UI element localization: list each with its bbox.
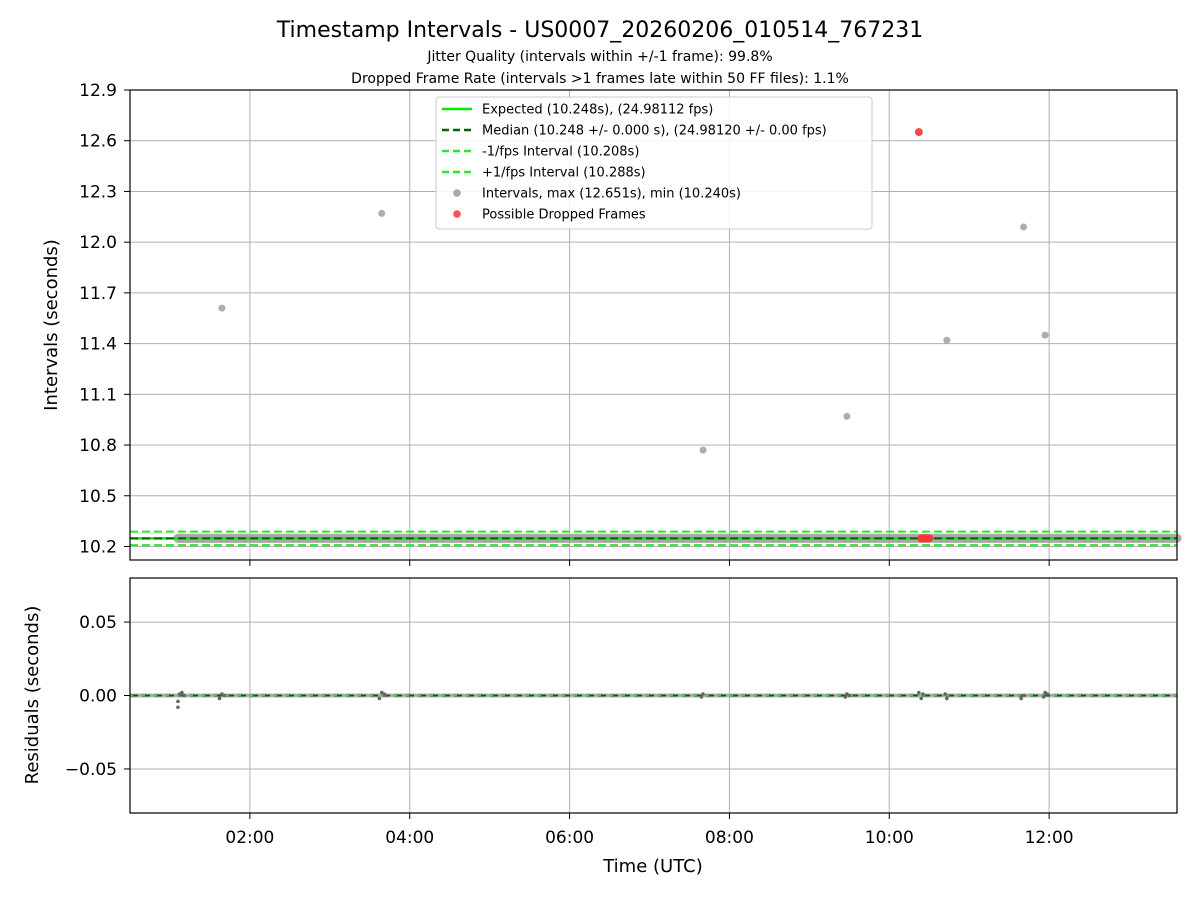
interval-point: [1020, 223, 1028, 231]
legend-entry-label: Intervals, max (12.651s), min (10.240s): [482, 187, 741, 202]
residuals-panel: −0.05 0.00 0.05 02:00 04:00 06:00 08:00 10:00 12…: [65, 577, 1178, 848]
interval-point: [943, 336, 951, 344]
residual-point: [945, 696, 949, 701]
residual-point: [377, 696, 382, 701]
top-y-axis-label: Intervals (seconds): [41, 239, 62, 411]
top-ytick-label: 11.1: [79, 385, 117, 405]
legend-entry-label: Possible Dropped Frames: [482, 208, 646, 223]
top-ytick-label: 10.5: [79, 487, 117, 507]
legend-box: [435, 96, 873, 230]
chart-subtitle-jitter: Jitter Quality (intervals within +/-1 fr…: [426, 49, 772, 65]
x-tick-label: 04:00: [385, 828, 434, 848]
bottom-ytick-label: 0.05: [79, 613, 117, 633]
chart-title: Timestamp Intervals - US0007_20260206_01…: [276, 18, 923, 43]
residual-point: [182, 693, 187, 698]
top-ytick-label: 12.9: [79, 81, 117, 101]
residual-point: [217, 696, 222, 701]
dropped-frame-point: [914, 128, 923, 137]
bottom-plot-frame: [129, 577, 1178, 814]
legend-entry-label: +1/fps Interval (10.288s): [482, 166, 646, 181]
top-ytick-label: 12.3: [79, 182, 117, 202]
bottom-y-axis-label: Residuals (seconds): [22, 606, 43, 785]
interval-point: [1041, 331, 1049, 339]
top-plot-frame: [129, 89, 1178, 561]
interval-point: [218, 304, 226, 312]
residual-point: [383, 693, 388, 698]
intervals-panel: 10.2 10.5 10.8 11.1 11.4 11.7 12.0 12.3 12.6 12.9: [79, 81, 1182, 566]
legend-entry-label: Expected (10.248s), (24.98112 fps): [482, 103, 713, 118]
top-ytick-label: 10.8: [79, 436, 117, 456]
residual-point: [847, 693, 852, 698]
top-ytick-label: 12.6: [79, 132, 117, 152]
x-tick-label: 10:00: [865, 828, 914, 848]
residual-point: [921, 692, 925, 696]
x-tick-label: 12:00: [1025, 828, 1074, 848]
bottom-ytick-label: −0.05: [65, 760, 117, 780]
residual-point: [699, 695, 704, 699]
legend: Expected (10.248s), (24.98112 fps) Median…: [435, 96, 873, 230]
x-tick-label: 02:00: [225, 828, 274, 848]
residual-point: [176, 699, 180, 704]
x-tick-label: 08:00: [705, 828, 754, 848]
residual-point: [701, 692, 705, 696]
residual-point: [180, 690, 184, 695]
bottom-ytick-label: 0.00: [79, 687, 117, 707]
residual-point: [1019, 696, 1023, 701]
interval-point: [699, 446, 707, 454]
residual-point: [1045, 692, 1050, 696]
dropped-frame-point: [925, 534, 934, 543]
residual-point: [222, 693, 227, 698]
x-tick-label: 06:00: [545, 828, 594, 848]
legend-swatch-dot: [453, 189, 461, 197]
residual-point: [1041, 695, 1046, 699]
top-ytick-label: 12.0: [79, 233, 117, 253]
top-ytick-label: 11.7: [79, 284, 117, 304]
residual-point: [1021, 693, 1026, 698]
residual-point: [176, 705, 180, 710]
top-ytick-label: 10.2: [79, 537, 117, 557]
interval-point: [378, 209, 386, 217]
top-ytick-label: 11.4: [79, 335, 117, 355]
chart-subtitle-dropped: Dropped Frame Rate (intervals >1 frames …: [351, 71, 849, 87]
interval-point: [843, 412, 851, 420]
x-axis-label: Time (UTC): [602, 856, 703, 877]
residual-point: [919, 696, 924, 701]
legend-entry-label: Median (10.248 +/- 0.000 s), (24.98120 +…: [482, 124, 827, 139]
legend-swatch-dot: [453, 210, 461, 218]
residual-point: [843, 695, 848, 699]
residual-point: [917, 690, 921, 695]
residual-point: [943, 692, 948, 696]
legend-entry-label: -1/fps Interval (10.208s): [482, 145, 639, 160]
